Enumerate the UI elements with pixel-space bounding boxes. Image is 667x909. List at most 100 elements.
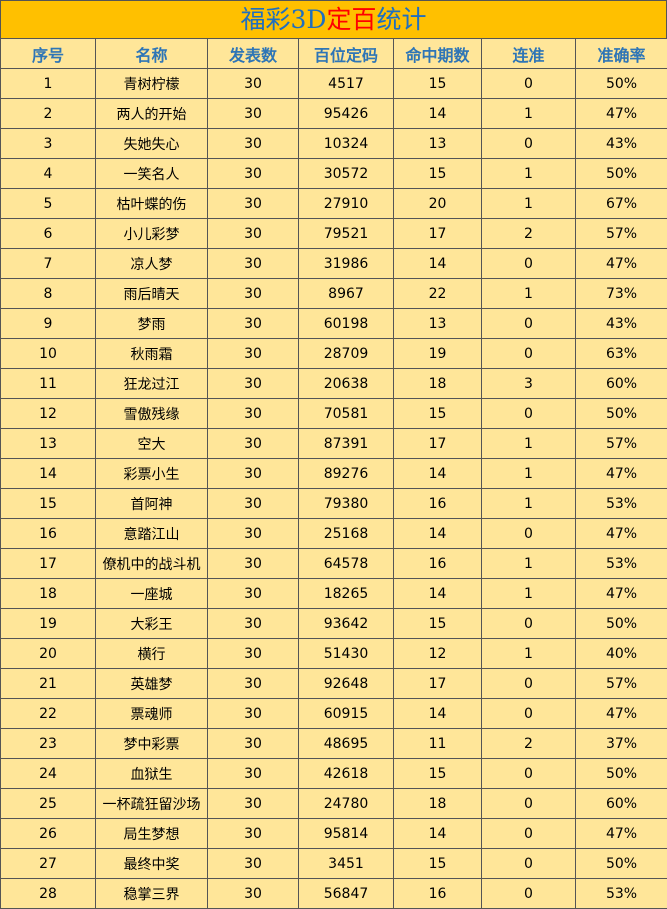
cell: 16: [0, 518, 96, 549]
row: 27 最终中奖 30 3451 15 0 50%: [0, 848, 667, 879]
cell: 僚机中的战斗机: [95, 548, 208, 579]
cell: 30: [207, 608, 299, 639]
cell: 最终中奖: [95, 848, 208, 879]
cell: 4: [0, 158, 96, 189]
cell: 53%: [575, 878, 667, 909]
cell: 60%: [575, 788, 667, 819]
cell: 2: [0, 98, 96, 129]
cell: 18: [393, 368, 482, 399]
cell: 27910: [298, 188, 394, 219]
cell: 30: [207, 728, 299, 759]
cell: 63%: [575, 338, 667, 369]
header-cell: 发表数: [207, 38, 299, 69]
cell: 30: [207, 758, 299, 789]
cell: 16: [393, 548, 482, 579]
cell: 50%: [575, 398, 667, 429]
cell: 30: [207, 188, 299, 219]
cell: 14: [393, 248, 482, 279]
row: 18 一座城 30 18265 14 1 47%: [0, 578, 667, 609]
cell: 25: [0, 788, 96, 819]
cell: 10324: [298, 128, 394, 159]
cell: 0: [481, 758, 576, 789]
cell: 27: [0, 848, 96, 879]
cell: 95426: [298, 98, 394, 129]
row: 26 局生梦想 30 95814 14 0 47%: [0, 818, 667, 849]
cell: 3: [481, 368, 576, 399]
cell: 0: [481, 338, 576, 369]
cell: 稳掌三界: [95, 878, 208, 909]
cell: 50%: [575, 158, 667, 189]
cell: 17: [0, 548, 96, 579]
cell: 1: [481, 158, 576, 189]
header-cell: 名称: [95, 38, 208, 69]
cell: 43%: [575, 128, 667, 159]
cell: 6: [0, 218, 96, 249]
cell: 30: [207, 338, 299, 369]
cell: 30: [207, 548, 299, 579]
row: 14 彩票小生 30 89276 14 1 47%: [0, 458, 667, 489]
cell: 雨后晴天: [95, 278, 208, 309]
row: 5 枯叶蝶的伤 30 27910 20 1 67%: [0, 188, 667, 219]
cell: 30: [207, 98, 299, 129]
cell: 50%: [575, 848, 667, 879]
header-cell: 序号: [0, 38, 96, 69]
cell: 30: [207, 578, 299, 609]
cell: 0: [481, 668, 576, 699]
cell: 1: [481, 188, 576, 219]
cell: 51430: [298, 638, 394, 669]
cell: 30: [207, 638, 299, 669]
cell: 2: [481, 218, 576, 249]
row: 23 梦中彩票 30 48695 11 2 37%: [0, 728, 667, 759]
header-cell: 连准: [481, 38, 576, 69]
cell: 30: [207, 398, 299, 429]
cell: 15: [393, 68, 482, 99]
row: 9 梦雨 30 60198 13 0 43%: [0, 308, 667, 339]
row: 6 小儿彩梦 30 79521 17 2 57%: [0, 218, 667, 249]
cell: 42618: [298, 758, 394, 789]
cell: 13: [393, 308, 482, 339]
title-part-highlight: 定百: [326, 5, 377, 34]
cell: 92648: [298, 668, 394, 699]
cell: 14: [393, 698, 482, 729]
cell: 24780: [298, 788, 394, 819]
cell: 37%: [575, 728, 667, 759]
cell: 57%: [575, 668, 667, 699]
row: 20 横行 30 51430 12 1 40%: [0, 638, 667, 669]
cell: 0: [481, 68, 576, 99]
cell: 20: [0, 638, 96, 669]
cell: 21: [0, 668, 96, 699]
cell: 梦中彩票: [95, 728, 208, 759]
cell: 票魂师: [95, 698, 208, 729]
row: 1 青树柠檬 30 4517 15 0 50%: [0, 68, 667, 99]
cell: 47%: [575, 698, 667, 729]
cell: 47%: [575, 98, 667, 129]
cell: 1: [481, 488, 576, 519]
cell: 30: [207, 68, 299, 99]
cell: 秋雨霜: [95, 338, 208, 369]
cell: 30: [207, 848, 299, 879]
header-cell: 命中期数: [393, 38, 482, 69]
cell: 87391: [298, 428, 394, 459]
cell: 20: [393, 188, 482, 219]
row: 25 一杯疏狂留沙场 30 24780 18 0 60%: [0, 788, 667, 819]
cell: 30: [207, 128, 299, 159]
row: 8 雨后晴天 30 8967 22 1 73%: [0, 278, 667, 309]
cell: 26: [0, 818, 96, 849]
cell: 14: [393, 578, 482, 609]
header-cell: 百位定码: [298, 38, 394, 69]
cell: 73%: [575, 278, 667, 309]
cell: 30: [207, 428, 299, 459]
row: 11 狂龙过江 30 20638 18 3 60%: [0, 368, 667, 399]
cell: 首阿神: [95, 488, 208, 519]
cell: 95814: [298, 818, 394, 849]
row: 17 僚机中的战斗机 30 64578 16 1 53%: [0, 548, 667, 579]
cell: 0: [481, 518, 576, 549]
cell: 30: [207, 278, 299, 309]
cell: 30: [207, 488, 299, 519]
cell: 两人的开始: [95, 98, 208, 129]
cell: 28: [0, 878, 96, 909]
cell: 1: [481, 278, 576, 309]
row: 15 首阿神 30 79380 16 1 53%: [0, 488, 667, 519]
cell: 15: [393, 398, 482, 429]
row: 7 凉人梦 30 31986 14 0 47%: [0, 248, 667, 279]
